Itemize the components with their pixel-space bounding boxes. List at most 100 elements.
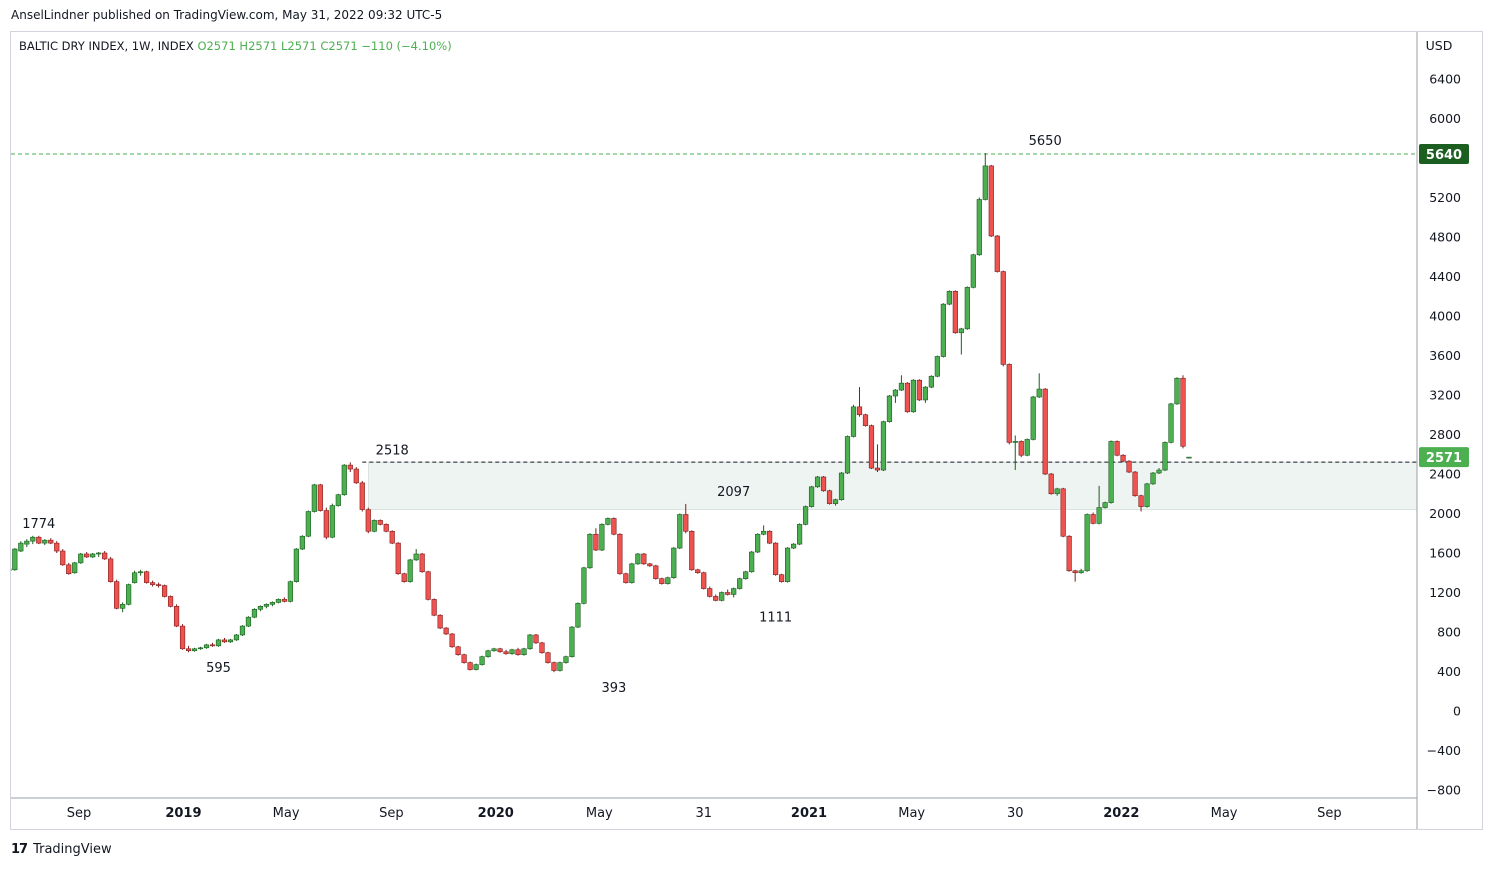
- candle-body-28: [167, 596, 174, 607]
- candle-body-141: [844, 436, 851, 474]
- price-tick-label-10: 2000: [1429, 506, 1461, 521]
- candle-body-10: [60, 550, 66, 566]
- candle-body-13: [78, 553, 84, 564]
- candle-body-181: [1084, 514, 1090, 572]
- candle-body-35: [209, 644, 216, 647]
- candle-body-43: [257, 606, 264, 610]
- candle-body-160: [958, 328, 964, 334]
- candle-body-12: [72, 562, 78, 574]
- support-zone: [367, 461, 1417, 510]
- price-tick-label-4: 4400: [1429, 269, 1461, 284]
- time-tick-label-10: 2022: [1103, 806, 1139, 821]
- candle-body-34: [203, 644, 210, 649]
- candle-body-88: [527, 634, 533, 650]
- symbol-legend: BALTIC DRY INDEX, 1W, INDEX O2571 H2571 …: [19, 39, 452, 53]
- price-tick-label-8: 2800: [1429, 427, 1461, 442]
- candle-body-30: [179, 625, 186, 650]
- candle-body-79: [473, 664, 479, 670]
- candle-body-3: [18, 542, 24, 552]
- candle-body-131: [785, 547, 791, 582]
- time-tick-label-8: May: [898, 806, 925, 821]
- candle-body-175: [1048, 473, 1054, 495]
- time-tick-label-4: 2020: [478, 806, 514, 821]
- candle-body-29: [173, 606, 180, 627]
- time-tick-label-9: 30: [1007, 806, 1024, 821]
- annotation-label-4: 2097: [717, 485, 750, 500]
- candle-body-86: [515, 649, 521, 656]
- candle-body-154: [922, 386, 928, 401]
- candle-body-52: [311, 484, 317, 512]
- candle-body-104: [623, 573, 629, 583]
- candle-body-85: [509, 649, 515, 655]
- candle-body-45: [269, 602, 276, 605]
- plot-area: [1, 153, 1417, 673]
- close-value: C2571: [320, 39, 358, 53]
- candle-body-137: [820, 476, 827, 492]
- candle-body-140: [838, 472, 845, 500]
- currency-label: USD: [1426, 38, 1453, 53]
- candle-body-123: [737, 578, 743, 589]
- candle-body-151: [904, 382, 911, 413]
- candle-body-84: [503, 651, 509, 655]
- candle-body-126: [755, 533, 761, 553]
- candle-body-80: [479, 656, 485, 665]
- candle-body-167: [1000, 271, 1006, 365]
- tradingview-brand[interactable]: 17 TradingView: [11, 842, 112, 857]
- candle-body-63: [377, 520, 383, 525]
- candle-body-5: [30, 536, 36, 542]
- candle-body-132: [790, 543, 797, 549]
- candle-body-21: [126, 584, 132, 605]
- candle-body-190: [1138, 495, 1144, 507]
- price-tick-label-3: 4800: [1429, 230, 1461, 245]
- candle-body-120: [719, 592, 725, 601]
- candle-body-146: [874, 467, 881, 471]
- candle-body-47: [281, 599, 287, 602]
- candle-body-183: [1096, 507, 1102, 524]
- candle-body-198: [1186, 456, 1192, 459]
- candle-body-27: [161, 585, 168, 597]
- candle-body-148: [886, 395, 893, 422]
- candle-body-161: [964, 287, 970, 330]
- candle-body-139: [832, 499, 839, 504]
- candle-body-153: [916, 379, 922, 401]
- candle-body-129: [773, 542, 779, 576]
- candle-body-72: [431, 599, 437, 616]
- candle-body-20: [120, 604, 126, 609]
- candle-body-69: [413, 553, 419, 561]
- candle-body-196: [1174, 377, 1180, 405]
- symbol-name: BALTIC DRY INDEX, 1W, INDEX: [19, 39, 194, 53]
- price-tag-bg-0: [1419, 144, 1469, 165]
- candle-body-182: [1090, 514, 1096, 524]
- candle-body-100: [599, 524, 605, 551]
- open-value: O2571: [197, 39, 236, 53]
- brand-name: TradingView: [33, 842, 112, 857]
- annotation-label-3: 393: [601, 681, 626, 696]
- candle-body-61: [365, 509, 371, 532]
- price-tick-label-17: −800: [1427, 783, 1461, 798]
- candle-body-9: [54, 542, 60, 552]
- candle-body-111: [665, 577, 671, 584]
- candle-body-62: [371, 520, 377, 532]
- candle-body-98: [587, 533, 593, 569]
- candle-body-122: [731, 588, 737, 595]
- candle-body-152: [910, 379, 917, 413]
- candle-body-99: [593, 533, 599, 551]
- price-tick-label-5: 4000: [1429, 309, 1461, 324]
- annotation-label-2: 2518: [376, 443, 409, 458]
- candle-body-16: [96, 552, 102, 555]
- candle-body-51: [305, 511, 311, 537]
- time-tick-label-3: Sep: [379, 806, 404, 821]
- candle-body-22: [132, 572, 138, 583]
- candle-body-178: [1066, 535, 1072, 572]
- chart-frame[interactable]: [10, 31, 1483, 830]
- candle-body-81: [485, 650, 491, 657]
- time-tick-label-2: May: [273, 806, 300, 821]
- candle-body-134: [802, 506, 809, 525]
- candle-body-0: [1, 568, 6, 577]
- candle-body-71: [425, 571, 431, 600]
- candle-body-31: [185, 648, 192, 652]
- candle-body-138: [826, 490, 833, 504]
- price-tick-label-9: 2400: [1429, 467, 1461, 482]
- candle-body-193: [1156, 469, 1162, 474]
